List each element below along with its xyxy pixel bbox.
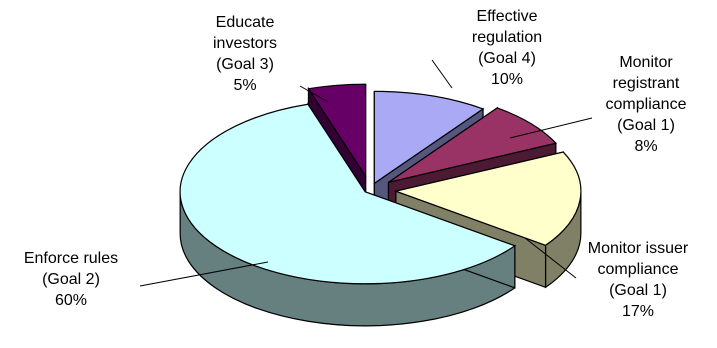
leader-line-4 [299,85,329,103]
label-line: compliance [605,96,687,113]
label-line: (Goal 4) [478,50,536,67]
leader-line-3 [139,261,269,287]
label-line: (Goal 1) [609,282,667,299]
label-line: registrant [612,75,680,92]
label-line: (Goal 1) [617,117,675,134]
slice-label-effective-regulation: Effective regulation (Goal 4) 10% [442,6,572,90]
slice-label-monitor-registrant-compliance: Monitor registrant compliance (Goal 1) 8… [586,52,706,157]
leader-line-0 [431,59,453,89]
slice-effective-regulation-goal-4 [373,90,485,185]
label-line: regulation [471,29,543,46]
label-line: Monitor [619,54,673,71]
label-line: compliance [597,261,679,278]
slice-label-enforce-rules: Enforce rules (Goal 2) 60% [6,248,136,311]
leader-line-1 [509,117,593,139]
label-line: Monitor issuer [587,240,689,257]
label-line: (Goal 3) [216,56,274,73]
label-line: Enforce rules [23,250,119,267]
slice-educate-investors-goal-3 [307,83,367,179]
label-line: investors [212,35,278,52]
leader-lines [139,59,593,287]
slice-monitor-registrant-compliance-goal-1 [388,107,558,183]
pie-tops [179,83,582,285]
slice-monitor-issuer-compliance-goal-1 [393,151,582,246]
label-line: Educate [215,14,275,31]
leader-line-2 [524,237,577,279]
label-percent: 8% [634,138,658,155]
label-percent: 17% [621,303,655,320]
slice-label-educate-investors: Educate investors (Goal 3) 5% [190,12,300,96]
label-line: (Goal 2) [42,271,100,288]
label-line: Effective [476,8,538,25]
slice-label-monitor-issuer-compliance: Monitor issuer compliance (Goal 1) 17% [568,238,708,322]
label-percent: 60% [54,292,88,309]
label-percent: 5% [233,77,257,94]
label-percent: 10% [490,71,524,88]
slice-enforce-rules-goal-2 [179,103,517,285]
